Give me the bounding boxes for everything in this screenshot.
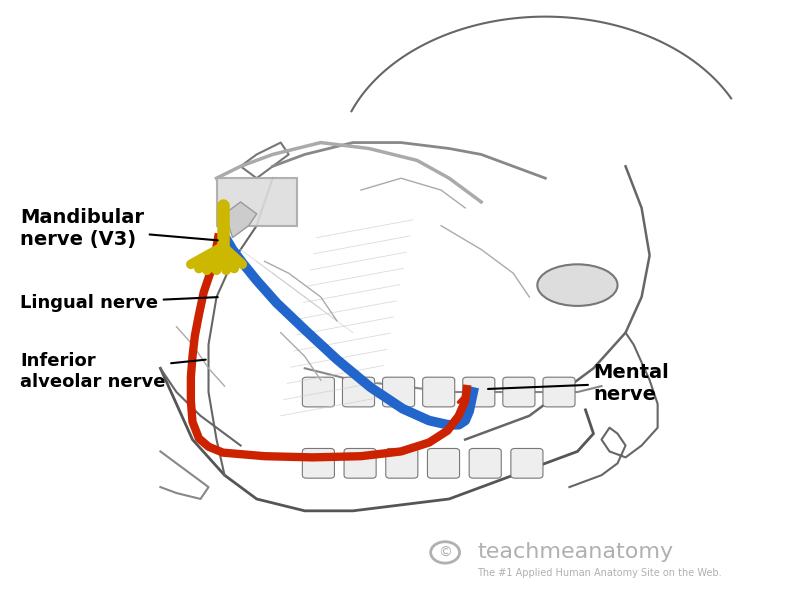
FancyBboxPatch shape xyxy=(383,377,415,407)
FancyBboxPatch shape xyxy=(503,377,535,407)
FancyBboxPatch shape xyxy=(511,448,543,478)
FancyBboxPatch shape xyxy=(469,448,501,478)
FancyBboxPatch shape xyxy=(342,377,375,407)
Polygon shape xyxy=(225,202,257,238)
Text: The #1 Applied Human Anatomy Site on the Web.: The #1 Applied Human Anatomy Site on the… xyxy=(477,568,722,578)
FancyBboxPatch shape xyxy=(344,448,376,478)
FancyBboxPatch shape xyxy=(463,377,495,407)
FancyBboxPatch shape xyxy=(423,377,455,407)
Text: Lingual nerve: Lingual nerve xyxy=(20,294,218,312)
Text: ©: © xyxy=(438,545,452,560)
Text: Mandibular
nerve (V3): Mandibular nerve (V3) xyxy=(20,208,218,249)
Ellipse shape xyxy=(537,264,618,306)
FancyBboxPatch shape xyxy=(427,448,460,478)
Text: Inferior
alveolar nerve: Inferior alveolar nerve xyxy=(20,352,206,391)
Text: teachmeanatomy: teachmeanatomy xyxy=(477,542,674,563)
FancyBboxPatch shape xyxy=(386,448,418,478)
Bar xyxy=(217,178,297,226)
FancyBboxPatch shape xyxy=(543,377,575,407)
FancyBboxPatch shape xyxy=(302,448,334,478)
FancyBboxPatch shape xyxy=(302,377,334,407)
Text: Mental
nerve: Mental nerve xyxy=(488,362,669,404)
